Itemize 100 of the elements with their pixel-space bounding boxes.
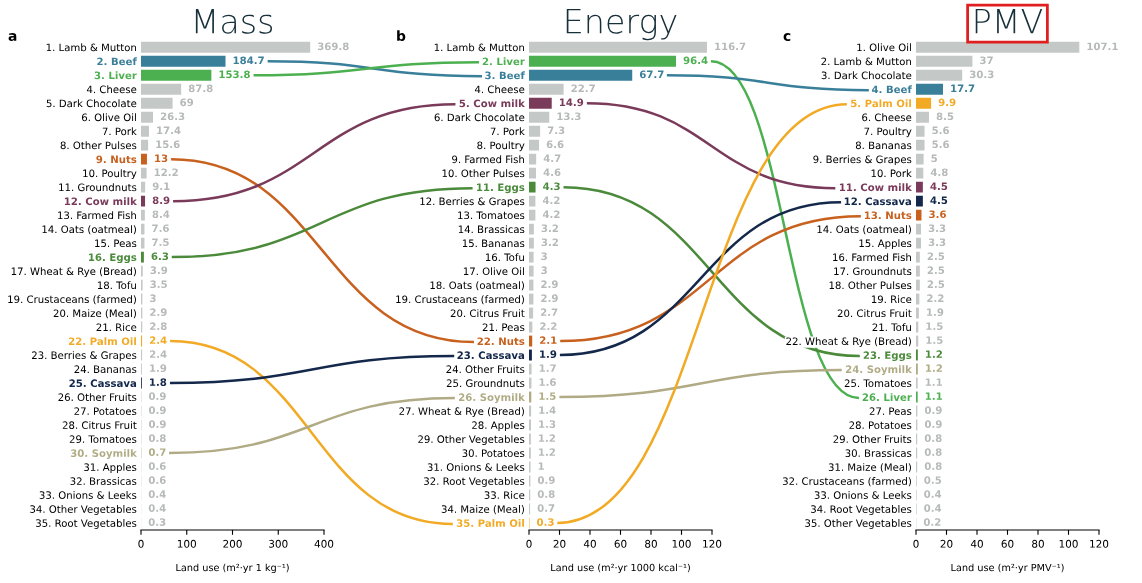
data-label: 3.5 — [150, 280, 167, 289]
y-tick-label: 25. Groundnuts — [446, 379, 525, 388]
bar — [141, 111, 154, 123]
data-label: 153.8 — [219, 70, 250, 79]
data-label: 3 — [541, 266, 547, 275]
data-label: 4.2 — [542, 210, 560, 218]
data-label: 4.8 — [930, 168, 948, 177]
bar — [529, 293, 534, 305]
bar — [529, 41, 707, 53]
data-label: 369.8 — [317, 42, 349, 51]
y-tick-label: 23. Cassava — [457, 351, 525, 360]
data-label: 1.5 — [926, 322, 943, 330]
bar — [141, 125, 149, 137]
data-label: 0.8 — [924, 448, 942, 456]
y-tick-label: 2. Beef — [97, 57, 137, 66]
data-label: 2.1 — [540, 336, 557, 344]
y-tick-label: 5. Dark Chocolate — [46, 99, 137, 108]
y-tick-label: 27. Wheat & Rye (Bread) — [399, 407, 524, 417]
y-tick-label: 24. Soymilk — [846, 365, 913, 376]
y-tick-label: 29. Tomatoes — [69, 435, 137, 443]
y-tick-label: 33. Onions & Leeks — [814, 491, 912, 499]
data-label: 0.7 — [537, 504, 555, 512]
y-tick-label: 4. Cheese — [86, 85, 137, 94]
data-label: 3.2 — [541, 224, 559, 233]
y-tick-label: 34. Other Vegetables — [30, 505, 137, 515]
y-tick-label: 26. Other Fruits — [58, 393, 137, 402]
y-tick-label: 31. Onions & Leeks — [427, 463, 525, 471]
y-tick-label: 2. Liver — [482, 57, 525, 66]
bar — [916, 209, 922, 221]
y-tick-label: 35. Root Vegetables — [36, 519, 137, 529]
data-label: 12.2 — [154, 168, 178, 176]
bar — [916, 125, 925, 137]
y-tick-label: 12. Berries & Grapes — [420, 197, 525, 208]
data-label: 22.7 — [571, 84, 595, 92]
data-label: 4.5 — [930, 196, 948, 205]
data-label: 3.3 — [928, 238, 946, 247]
x-tick-label: 40 — [583, 539, 596, 548]
data-label: 0.8 — [924, 434, 942, 442]
data-label: 0.8 — [537, 490, 555, 498]
data-label: 1.2 — [539, 448, 555, 456]
y-tick-label: 6. Olive Oil — [81, 113, 136, 122]
bar — [529, 55, 677, 67]
bar — [916, 97, 932, 109]
x-tick-label: 60 — [1001, 539, 1014, 548]
y-tick-label: 26. Soymilk — [459, 393, 526, 404]
data-label: 6.3 — [151, 252, 169, 261]
bar — [141, 41, 311, 53]
bar — [529, 139, 540, 151]
y-tick-label: 15. Apples — [859, 239, 912, 250]
y-tick-label: 12. Cow milk — [64, 197, 138, 206]
y-tick-label: 18. Oats (oatmeal) — [430, 281, 524, 291]
data-label: 5.6 — [932, 126, 950, 135]
data-label: 13.3 — [557, 112, 581, 121]
data-label: 5.6 — [932, 140, 950, 149]
data-label: 3 — [541, 252, 547, 261]
bar — [529, 153, 537, 165]
data-label: 1.6 — [539, 378, 556, 386]
data-label: 4.2 — [542, 196, 560, 204]
bar — [916, 41, 1080, 53]
y-tick-label: 32. Crustaceans (farmed) — [782, 477, 911, 487]
data-label: 1.1 — [925, 378, 942, 386]
x-tick-label: 0 — [138, 539, 144, 548]
y-tick-label: 17. Groundnuts — [834, 267, 912, 276]
y-tick-label: 27. Potatoes — [74, 407, 137, 416]
data-label: 2.4 — [149, 350, 167, 358]
bar — [916, 153, 924, 165]
data-label: 2.5 — [927, 280, 945, 289]
x-tick-label: 0 — [913, 539, 919, 548]
y-tick-label: 7. Pork — [490, 127, 525, 136]
data-label: 0.9 — [148, 406, 166, 414]
y-tick-label: 31. Apples — [84, 463, 137, 473]
bar — [916, 181, 923, 193]
y-tick-label: 15. Bananas — [462, 239, 525, 248]
y-tick-label: 5. Palm Oil — [851, 99, 911, 108]
data-label: 0.4 — [148, 490, 166, 498]
bar — [916, 279, 920, 291]
bar — [141, 69, 212, 81]
data-label: 2.2 — [540, 322, 557, 330]
y-tick-label: 8. Poultry — [477, 141, 525, 152]
bar — [529, 181, 536, 193]
bar — [141, 251, 144, 263]
data-label: 116.7 — [715, 42, 746, 51]
data-label: 2.4 — [149, 336, 167, 344]
data-label: 67.7 — [639, 70, 664, 79]
data-label: 7.3 — [547, 126, 565, 135]
data-label: 7.5 — [152, 238, 169, 247]
bar — [529, 349, 532, 361]
data-label: 3.9 — [150, 266, 168, 275]
y-tick-label: 28. Potatoes — [849, 421, 912, 429]
data-label: 3.3 — [928, 224, 946, 233]
data-label: 1.5 — [539, 392, 556, 400]
y-tick-label: 13. Tomatoes — [458, 211, 525, 220]
data-label: 1.9 — [540, 350, 557, 358]
y-tick-label: 7. Pork — [102, 127, 137, 136]
y-tick-label: 27. Peas — [869, 407, 912, 416]
bar — [141, 97, 173, 109]
data-label: 1.2 — [926, 350, 942, 358]
y-tick-label: 9. Berries & Grapes — [813, 155, 912, 166]
y-tick-label: 24. Other Fruits — [446, 365, 525, 374]
y-tick-label: 14. Brassicas — [458, 225, 525, 234]
